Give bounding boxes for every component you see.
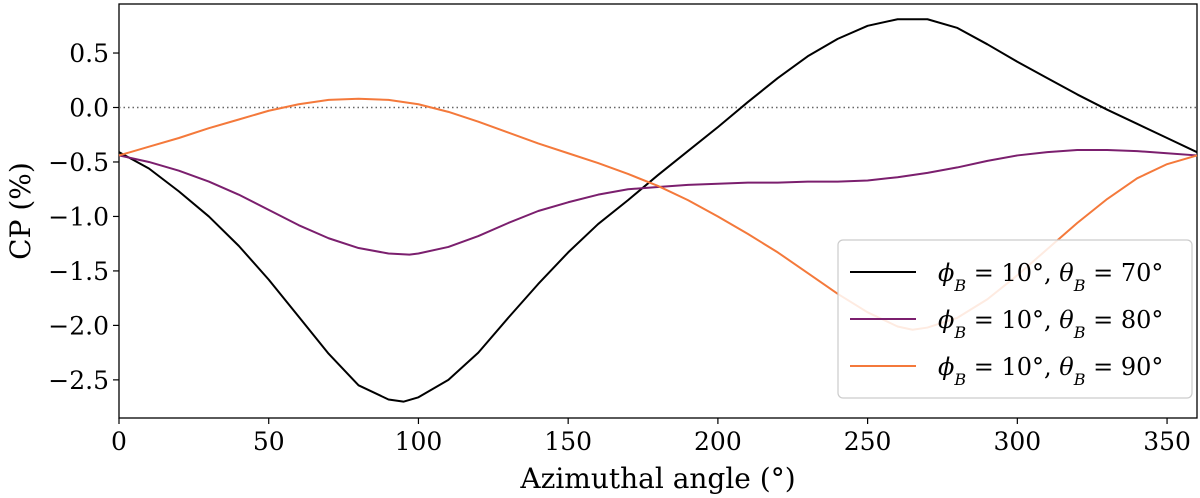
y-tick-label: −2.5 — [48, 366, 109, 395]
x-tick-label: 50 — [253, 427, 285, 456]
legend-label-2: ϕB = 10°, θB = 80° — [938, 306, 1163, 342]
y-tick-label: −2.0 — [48, 311, 109, 340]
legend-label-3: ϕB = 10°, θB = 90° — [938, 353, 1163, 389]
y-tick-label: −0.5 — [48, 148, 109, 177]
x-tick-label: 250 — [844, 427, 892, 456]
legend: ϕB = 10°, θB = 70° ϕB = 10°, θB = 80° ϕB =… — [837, 239, 1193, 399]
x-tick-label: 350 — [1143, 427, 1191, 456]
y-axis-title: CP (%) — [4, 162, 37, 260]
y-tick-label: 0.5 — [69, 39, 109, 68]
plot-frame — [118, 3, 1198, 419]
y-tick-label: −1.0 — [48, 202, 109, 231]
x-tick-label: 300 — [993, 427, 1041, 456]
x-tick-label: 0 — [111, 427, 127, 456]
x-tick-label: 200 — [694, 427, 742, 456]
series-line-2 — [118, 148, 1198, 256]
legend-box — [837, 239, 1193, 399]
x-tick-label: 100 — [395, 427, 443, 456]
y-tick-label: −1.5 — [48, 257, 109, 286]
x-axis-title: Azimuthal angle (°) — [519, 462, 795, 495]
plot-area-border — [118, 3, 1198, 419]
y-tick-label: 0.0 — [69, 94, 109, 123]
legend-label-1: ϕB = 10°, θB = 70° — [938, 259, 1163, 295]
y-axis-ticks: 0.5 0.0 −0.5 −1.0 −1.5 −2.0 −2.5 — [48, 39, 119, 395]
x-axis-ticks: 0 50 100 150 200 250 300 350 — [111, 418, 1191, 456]
x-tick-label: 150 — [544, 427, 592, 456]
